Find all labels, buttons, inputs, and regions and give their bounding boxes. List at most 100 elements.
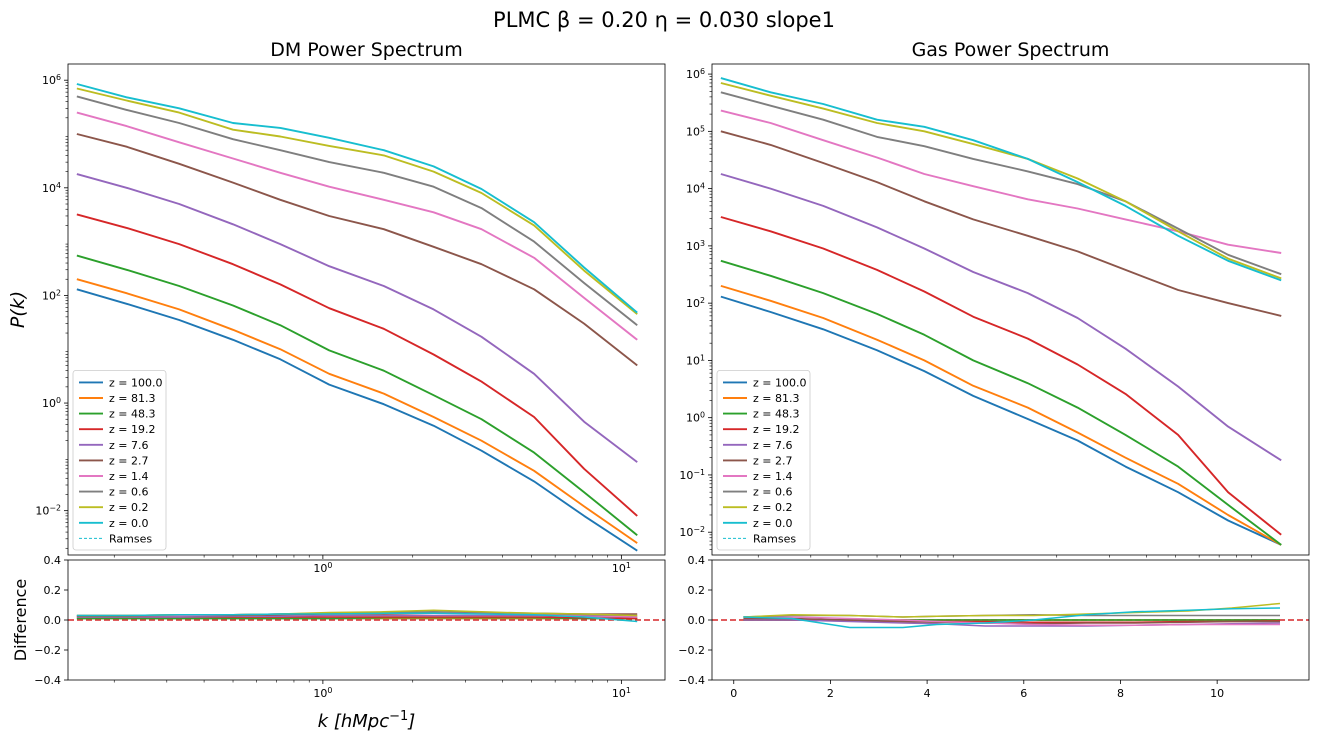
axes-gas_diff: 0 2 4 6 8 10 −0.4 −0.2 0.0 0.2 0.4 — [678, 554, 1310, 700]
x-tick-label: 6 — [1020, 687, 1027, 700]
axes-title: Gas Power Spectrum — [912, 39, 1110, 61]
series-line — [743, 616, 1280, 627]
legend-label: z = 2.7 — [753, 454, 792, 467]
x-tick-label: 101 — [612, 686, 631, 701]
ramses-line — [76, 95, 638, 326]
x-tick-label: 101 — [612, 561, 631, 576]
y-tick-label: 106 — [686, 67, 705, 82]
ramses-line — [720, 296, 1282, 546]
legend-label: z = 7.6 — [109, 439, 148, 452]
x-tick-label: 100 — [313, 686, 332, 701]
ramses-line — [720, 216, 1282, 536]
axes-frame — [67, 63, 666, 556]
legend-label: z = 2.7 — [109, 454, 148, 467]
legend: z = 100.0 z = 81.3 z = 48.3 z = 19.2 z = 7.6… — [72, 369, 167, 551]
ramses-line — [720, 260, 1282, 546]
y-axis-label: Difference — [11, 579, 30, 661]
ramses-line — [76, 173, 638, 463]
y-tick-label: 0.4 — [688, 554, 706, 567]
ramses-line — [76, 88, 638, 315]
x-tick-label: 0 — [730, 687, 737, 700]
axes-title: DM Power Spectrum — [270, 39, 463, 61]
axes-gas: 10−2 10−1 100 101 102 103 104 105 106 Gas Power S… — [679, 39, 1310, 558]
y-tick-label: 0.2 — [44, 584, 62, 597]
series-line — [76, 617, 638, 620]
series-line — [720, 109, 1282, 254]
axes-dm_diff: 100 101 −0.4 −0.2 0.0 0.2 0.4 Difference k [hMpc… — [11, 554, 666, 733]
x-tick-label: 8 — [1117, 687, 1124, 700]
legend-label: z = 0.0 — [109, 517, 148, 530]
series-line — [76, 95, 638, 326]
legend-label-ramses: Ramses — [753, 532, 796, 545]
legend-label: z = 0.6 — [753, 486, 792, 499]
ramses-line — [720, 173, 1282, 461]
y-tick-label: 104 — [42, 180, 61, 195]
ramses-line — [76, 255, 638, 536]
y-tick-label: 100 — [686, 410, 705, 425]
series-line — [76, 111, 638, 341]
series-group-dm_diff — [76, 609, 638, 623]
legend-label: z = 81.3 — [109, 392, 155, 405]
series-line — [720, 77, 1282, 282]
legend-label: z = 1.4 — [753, 470, 792, 483]
ramses-line — [720, 110, 1282, 254]
axes-frame — [711, 63, 1310, 556]
ramses-line — [720, 77, 1282, 281]
y-tick-label: 100 — [42, 396, 61, 411]
series-line — [720, 91, 1282, 276]
ramses-line — [720, 130, 1282, 317]
x-tick-label: 100 — [313, 561, 332, 576]
legend-label: z = 19.2 — [109, 423, 155, 436]
ramses-line — [720, 285, 1282, 546]
axes-dm: 100 101 10−2 100 102 104 106 DM Power Spectrum P… — [7, 39, 666, 576]
y-tick-label: 0.4 — [44, 554, 62, 567]
y-tick-label: −0.2 — [34, 644, 61, 657]
series-line — [720, 130, 1282, 317]
y-tick-label: −0.4 — [678, 674, 705, 687]
y-tick-label: 102 — [686, 296, 705, 311]
ramses-line — [76, 83, 638, 313]
y-tick-label: 106 — [42, 73, 61, 88]
legend-label-ramses: Ramses — [109, 532, 152, 545]
series-line — [743, 607, 1281, 629]
legend-label: z = 0.2 — [109, 501, 148, 514]
legend-label: z = 100.0 — [753, 376, 806, 389]
y-tick-label: 0.0 — [44, 614, 62, 627]
ramses-line — [76, 133, 638, 366]
y-tick-label: −0.2 — [678, 644, 705, 657]
legend-label: z = 81.3 — [753, 392, 799, 405]
x-tick-label: 4 — [924, 687, 931, 700]
y-tick-label: 10−2 — [679, 525, 705, 540]
legend-label: z = 48.3 — [753, 408, 799, 421]
y-tick-label: −0.4 — [34, 674, 61, 687]
series-group-dm — [76, 83, 638, 552]
y-tick-label: 101 — [686, 353, 705, 368]
x-tick-label: 10 — [1210, 687, 1224, 700]
series-group-gas_diff — [743, 602, 1281, 629]
y-axis-label: P(k) — [7, 291, 29, 328]
ramses-line — [76, 288, 638, 552]
legend-label: z = 1.4 — [109, 470, 148, 483]
legend-label: z = 7.6 — [753, 439, 792, 452]
y-tick-label: 0.2 — [688, 584, 706, 597]
legend-label: z = 0.2 — [753, 501, 792, 514]
x-tick-label: 2 — [827, 687, 834, 700]
legend-label: z = 19.2 — [753, 423, 799, 436]
legend-box — [72, 369, 167, 551]
y-tick-label: 10−1 — [679, 467, 705, 482]
series-line — [76, 133, 638, 367]
legend-label: z = 0.6 — [109, 486, 148, 499]
series-group-gas — [720, 77, 1282, 546]
legend-label: z = 48.3 — [109, 408, 155, 421]
legend-label: z = 100.0 — [109, 376, 162, 389]
ramses-line — [720, 82, 1282, 279]
y-tick-label: 102 — [42, 288, 61, 303]
series-line — [76, 612, 638, 623]
x-axis-label: k [hMpc−1] — [318, 709, 416, 733]
y-tick-label: 10−2 — [35, 503, 61, 518]
figure-suptitle: PLMC β = 0.20 η = 0.030 slope1 — [493, 8, 835, 32]
y-tick-label: 103 — [686, 238, 705, 253]
series-line — [720, 82, 1282, 280]
legend: z = 100.0 z = 81.3 z = 48.3 z = 19.2 z = 7.6… — [716, 369, 811, 551]
